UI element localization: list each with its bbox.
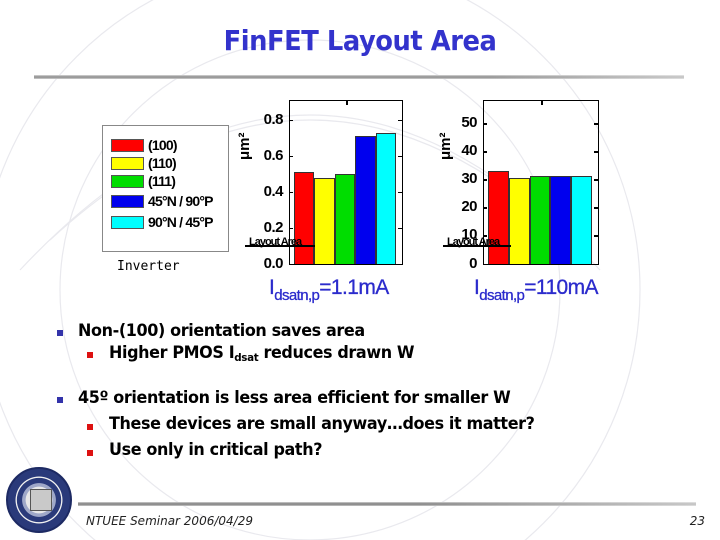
university-seal-logo bbox=[6, 467, 72, 533]
sub-bullet-marker-icon bbox=[87, 424, 93, 430]
seal-book-icon bbox=[30, 489, 52, 511]
bar bbox=[550, 175, 572, 264]
y-tick bbox=[398, 155, 402, 157]
inverter-caption: Inverter bbox=[117, 259, 180, 274]
legend-label: 90°N / 45°P bbox=[148, 214, 213, 230]
footer-text: NTUEE Seminar 2006/04/29 bbox=[86, 514, 253, 528]
y-tick bbox=[289, 155, 293, 157]
x-tick bbox=[346, 101, 348, 105]
bar bbox=[375, 132, 396, 264]
legend-swatch bbox=[111, 174, 144, 188]
y-axis-title-garbled: Layout Area bbox=[245, 236, 315, 250]
plot-area bbox=[289, 100, 403, 265]
y-tick bbox=[289, 263, 293, 265]
y-tick bbox=[594, 207, 598, 209]
legend-label: (100) bbox=[148, 137, 177, 153]
y-tick bbox=[594, 123, 598, 125]
y-axis-unit-label: μm² bbox=[236, 132, 253, 160]
sub-bullet-marker-icon bbox=[87, 450, 93, 456]
bullet-marker-icon bbox=[57, 330, 63, 336]
bar bbox=[355, 136, 376, 264]
sub-bullet-item-1-1: Higher PMOS Idsat reduces drawn W bbox=[109, 343, 415, 364]
y-axis-unit-label: μm² bbox=[437, 132, 454, 160]
y-tick-label: 0.4 bbox=[263, 182, 284, 200]
x-tick bbox=[541, 101, 543, 105]
y-tick bbox=[289, 191, 293, 193]
y-tick bbox=[398, 227, 402, 229]
y-tick bbox=[594, 179, 598, 181]
y-tick bbox=[483, 207, 487, 209]
y-tick-label: 0.0 bbox=[263, 254, 284, 272]
y-tick-label: 0 bbox=[469, 254, 477, 272]
legend-swatch bbox=[111, 194, 144, 208]
y-tick-label: 0.2 bbox=[263, 218, 284, 236]
y-tick bbox=[398, 191, 402, 193]
bar bbox=[314, 177, 335, 264]
bar bbox=[571, 175, 592, 264]
y-tick bbox=[289, 227, 293, 229]
y-tick bbox=[483, 151, 487, 153]
sub-bullet-marker-icon bbox=[87, 352, 93, 358]
y-tick bbox=[594, 151, 598, 153]
bullet-item-1: Non-(100) orientation saves area bbox=[78, 321, 365, 341]
sub-bullet-item-2-2: Use only in critical path? bbox=[109, 440, 323, 460]
footer-divider bbox=[78, 502, 696, 506]
bar bbox=[334, 174, 356, 264]
bullet-marker-icon bbox=[57, 397, 63, 403]
bar bbox=[529, 175, 551, 264]
legend-swatch bbox=[111, 215, 144, 229]
y-tick bbox=[594, 235, 598, 237]
y-tick bbox=[483, 179, 487, 181]
y-tick-label: 10 bbox=[461, 226, 477, 244]
y-tick bbox=[483, 235, 487, 237]
bar bbox=[294, 172, 315, 264]
legend-label: 45°N / 90°P bbox=[148, 193, 213, 209]
page-number: 23 bbox=[689, 514, 705, 528]
y-axis-title-garbled: Layout Area bbox=[443, 236, 511, 250]
legend-item: (111) bbox=[111, 173, 176, 189]
chart-condition-label: Idsatn,p=110mA bbox=[474, 276, 599, 304]
legend-label: (111) bbox=[148, 173, 176, 189]
y-tick bbox=[398, 119, 402, 121]
title-divider bbox=[34, 75, 684, 79]
chart-condition-label: Idsatn,p=1.1mA bbox=[269, 276, 390, 304]
y-tick bbox=[483, 263, 487, 265]
slide-title: FinFET Layout Area bbox=[223, 24, 497, 57]
legend-swatch bbox=[111, 138, 144, 152]
y-tick-label: 0.6 bbox=[263, 146, 284, 164]
plot-area bbox=[483, 100, 599, 265]
y-tick bbox=[289, 119, 293, 121]
sub-bullet-item-2-1: These devices are small anyway…does it m… bbox=[109, 414, 535, 434]
y-tick-label: 30 bbox=[461, 170, 477, 188]
y-tick-label: 0.8 bbox=[263, 110, 284, 128]
legend-item: (100) bbox=[111, 137, 177, 153]
bar bbox=[488, 171, 509, 264]
bar bbox=[508, 178, 530, 264]
legend-label: (110) bbox=[148, 155, 177, 171]
y-tick bbox=[483, 123, 487, 125]
y-tick-label: 50 bbox=[461, 114, 477, 132]
legend-item: 90°N / 45°P bbox=[111, 214, 213, 230]
legend-item: (110) bbox=[111, 155, 177, 171]
legend-item: 45°N / 90°P bbox=[111, 193, 213, 209]
bullet-item-2: 45º orientation is less area efficient f… bbox=[78, 388, 511, 408]
y-tick bbox=[594, 263, 598, 265]
chart-legend: (100) (110) (111) 45°N / 90°P 90°N / 45°P bbox=[102, 125, 229, 252]
legend-swatch bbox=[111, 156, 144, 170]
y-tick-label: 20 bbox=[461, 198, 477, 216]
y-tick bbox=[398, 263, 402, 265]
university-seal-watermark bbox=[0, 0, 641, 540]
y-tick-label: 40 bbox=[461, 142, 477, 160]
